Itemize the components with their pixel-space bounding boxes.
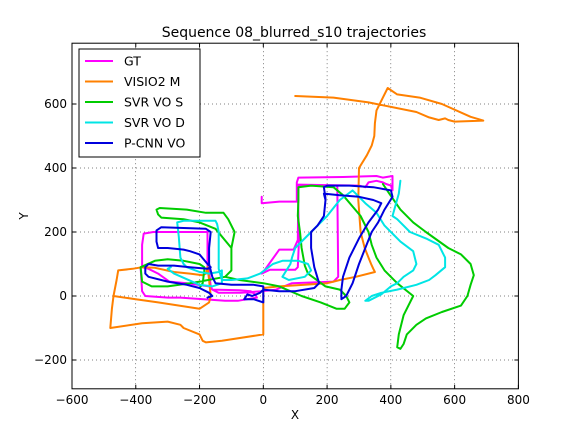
- x-tick-label: 0: [259, 393, 267, 407]
- x-tick-label: 800: [507, 393, 530, 407]
- series-layer: [109, 87, 485, 350]
- x-tick-label: −600: [56, 393, 89, 407]
- y-tick-label: 400: [44, 161, 67, 175]
- legend-label: SVR VO S: [124, 95, 183, 110]
- x-tick-label: −400: [119, 393, 152, 407]
- x-tick-label: 200: [316, 393, 339, 407]
- y-tick-label: 200: [44, 225, 67, 239]
- y-tick-label: 0: [59, 289, 67, 303]
- x-axis-label: X: [291, 408, 299, 422]
- series-line-p-cnn-vo: [144, 184, 394, 304]
- axis-ticks: [71, 43, 519, 389]
- legend-label: SVR VO D: [124, 115, 185, 130]
- legend-label: VISIO2 M: [124, 74, 180, 89]
- x-tick-labels: −600 −400 −200 0 200 400 600 800: [56, 393, 530, 407]
- legend-label: P-CNN VO: [124, 136, 186, 151]
- chart-title: Sequence 08_blurred_s10 trajectories: [162, 25, 427, 41]
- y-tick-label: −200: [34, 353, 67, 367]
- x-tick-label: −200: [183, 393, 216, 407]
- plot-frame: [71, 42, 519, 390]
- x-tick-label: 600: [443, 393, 466, 407]
- y-tick-labels: −200 0 200 400 600: [34, 97, 67, 367]
- series-line-svr-vo-s: [139, 183, 475, 350]
- series-line-gt: [139, 175, 394, 302]
- y-axis-label: Y: [17, 212, 31, 221]
- series-line-svr-vo-d: [166, 179, 447, 302]
- y-tick-label: 600: [44, 97, 67, 111]
- x-tick-label: 400: [379, 393, 402, 407]
- series-line-visio2-m: [109, 87, 485, 344]
- legend: GT VISIO2 M SVR VO S SVR VO D P-CNN VO: [78, 48, 201, 158]
- legend-label: GT: [124, 54, 141, 69]
